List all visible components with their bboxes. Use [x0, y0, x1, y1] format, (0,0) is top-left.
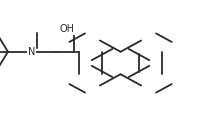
Text: OH: OH: [60, 24, 74, 34]
Text: N: N: [28, 47, 35, 57]
